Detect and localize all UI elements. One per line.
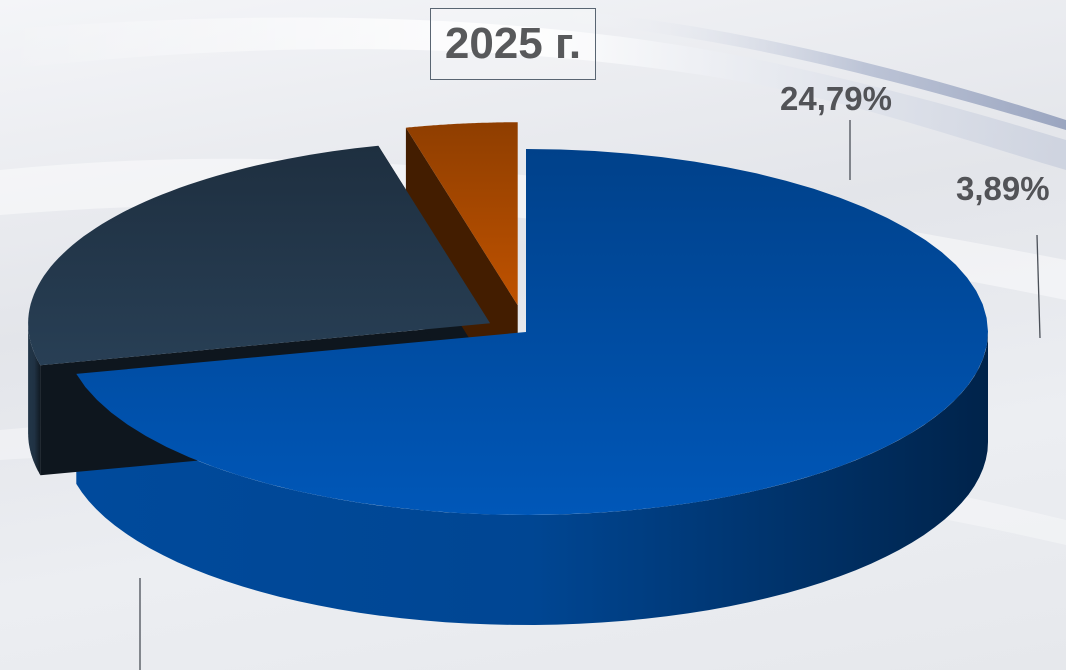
pie-slice-side-0	[76, 332, 989, 625]
leader-line-2	[1036, 234, 1041, 339]
pie-slice-1	[28, 145, 491, 366]
pie-slice-side-1	[28, 323, 41, 476]
data-label-1: 24,79%	[780, 80, 892, 117]
data-label-2: 3,89%	[956, 170, 1050, 207]
pie-slice-2	[405, 122, 518, 306]
chart-title: 2025 г.	[430, 8, 596, 80]
pie-slice-0	[76, 149, 989, 515]
